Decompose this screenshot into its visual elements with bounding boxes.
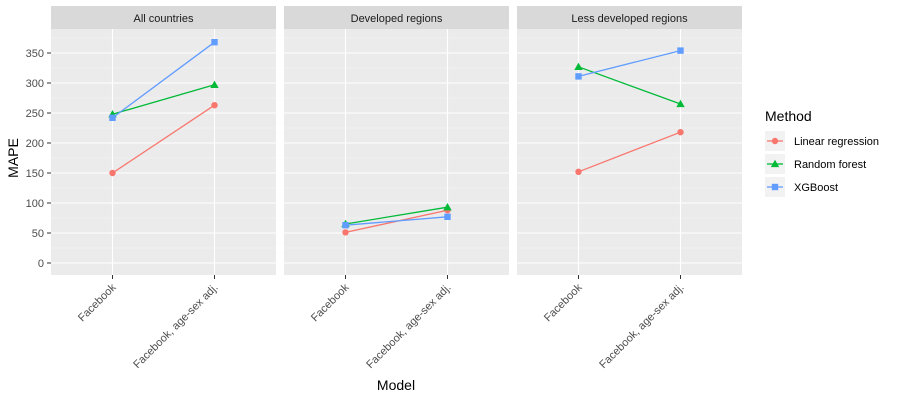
data-point (575, 168, 582, 175)
y-tick-label: 250 (26, 108, 44, 120)
x-tick-label: Facebook, age-sex adj. (364, 282, 453, 371)
series-line (112, 84, 215, 115)
y-tick-label: 50 (32, 228, 44, 240)
y-axis-label: MAPE (5, 138, 21, 178)
series-line (578, 49, 681, 78)
legend-title: Method (765, 108, 812, 124)
series-line (112, 41, 215, 119)
data-point (676, 99, 685, 108)
y-tick-label: 200 (26, 138, 44, 150)
facet-strip (284, 6, 509, 29)
legend-key-marker (770, 159, 780, 168)
data-point (210, 80, 219, 88)
data-point (109, 169, 116, 177)
data-point (677, 129, 684, 136)
legend-key-marker (771, 183, 779, 191)
data-point (342, 229, 349, 236)
data-point (211, 102, 218, 109)
data-point (342, 222, 349, 229)
x-tick-label: Facebook (309, 281, 352, 324)
y-tick-label: 0 (38, 258, 44, 270)
facet-title: Less developed regions (571, 13, 688, 25)
panel-background (284, 29, 509, 275)
facet-title: Developed regions (351, 13, 443, 25)
facet-strip (51, 6, 276, 29)
x-axis-label: Model (377, 377, 415, 393)
y-tick-label: 300 (26, 78, 44, 90)
data-point (444, 213, 451, 220)
data-point (575, 73, 582, 80)
x-tick-label: Facebook (542, 281, 585, 324)
legend: Method Linear regression Random forest XGB… (765, 108, 879, 197)
legend-key-marker (771, 137, 779, 145)
series-line (578, 66, 681, 105)
data-point (211, 39, 218, 46)
x-tick-label: Facebook (76, 281, 119, 324)
facet-strip (517, 6, 742, 29)
data-point (574, 62, 583, 70)
facet-panel: All countries Facebook Facebook, age-sex a… (51, 6, 276, 371)
panel-background (51, 29, 276, 275)
facet-panel: Less developed regions Facebook Facebook, … (517, 6, 742, 371)
data-point (443, 203, 452, 211)
facet-panels: All countries Facebook Facebook, age-sex a… (51, 6, 742, 371)
legend-label: Linear regression (794, 136, 879, 148)
series-line (345, 206, 448, 225)
y-tick-label: 100 (26, 198, 44, 210)
y-axis: 0 50 100 150 200 250 300 350 (26, 48, 51, 270)
data-point (677, 47, 684, 54)
y-tick-label: 150 (26, 168, 44, 180)
series-line (578, 131, 681, 173)
x-tick-label: Facebook, age-sex adj. (597, 282, 686, 371)
facet-panel: Developed regions Facebook Facebook, age-s… (284, 6, 509, 371)
facet-title: All countries (134, 13, 194, 25)
data-point (109, 114, 116, 121)
series-line (112, 104, 215, 174)
x-tick-label: Facebook, age-sex adj. (131, 282, 220, 371)
y-tick-label: 350 (26, 48, 44, 60)
legend-label: Random forest (794, 159, 866, 171)
series-line (345, 216, 448, 226)
legend-label: XGBoost (794, 182, 838, 194)
